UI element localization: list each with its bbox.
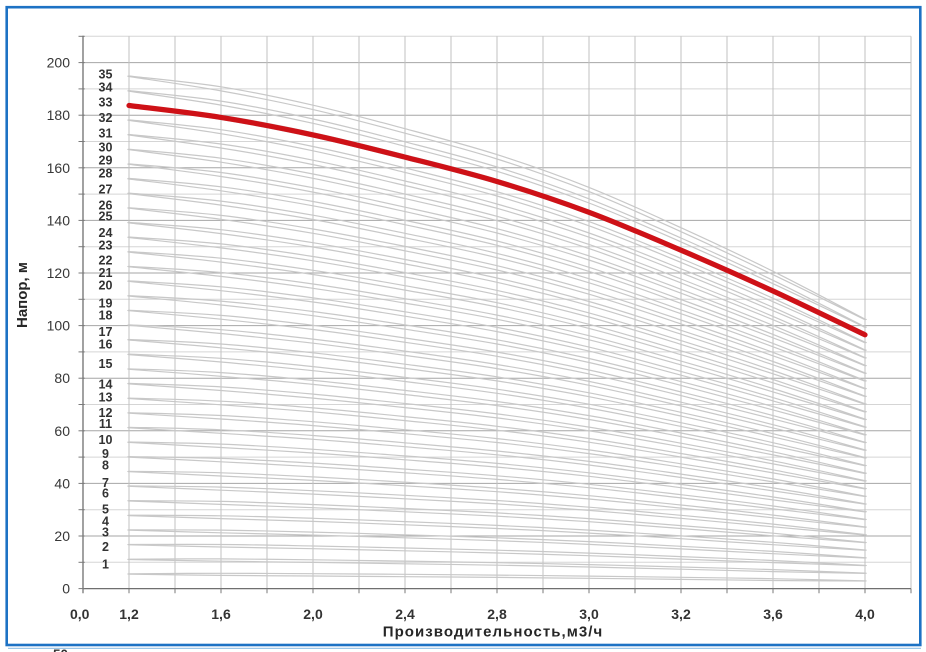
svg-text:200: 200 — [47, 55, 71, 71]
svg-text:2,4: 2,4 — [395, 606, 415, 622]
svg-text:0: 0 — [62, 581, 70, 597]
svg-text:15: 15 — [99, 357, 113, 371]
svg-text:3,0: 3,0 — [579, 606, 599, 622]
svg-text:120: 120 — [47, 265, 71, 281]
svg-text:30: 30 — [99, 141, 113, 155]
svg-text:17: 17 — [99, 325, 113, 339]
svg-text:Напор, м: Напор, м — [14, 262, 31, 328]
svg-text:12: 12 — [99, 406, 113, 420]
svg-text:3,2: 3,2 — [671, 606, 691, 622]
svg-text:180: 180 — [47, 107, 71, 123]
svg-text:13: 13 — [99, 391, 113, 405]
svg-text:24: 24 — [99, 226, 113, 240]
svg-text:21: 21 — [99, 266, 113, 280]
svg-text:28: 28 — [99, 167, 113, 181]
svg-text:1,6: 1,6 — [211, 606, 231, 622]
svg-text:140: 140 — [47, 212, 71, 228]
svg-text:33: 33 — [99, 96, 113, 110]
svg-text:1: 1 — [102, 558, 109, 572]
svg-text:10: 10 — [99, 433, 113, 447]
svg-text:34: 34 — [99, 80, 113, 94]
svg-text:11: 11 — [99, 417, 112, 431]
svg-text:31: 31 — [99, 126, 113, 140]
svg-text:9: 9 — [102, 447, 109, 461]
svg-text:40: 40 — [54, 475, 70, 491]
svg-text:100: 100 — [47, 318, 71, 334]
svg-text:1,2: 1,2 — [119, 606, 139, 622]
svg-text:160: 160 — [47, 160, 71, 176]
svg-text:23: 23 — [99, 239, 113, 253]
svg-text:18: 18 — [99, 309, 113, 323]
svg-text:Производительность,м3/ч: Производительность,м3/ч — [383, 623, 604, 640]
svg-text:80: 80 — [54, 370, 70, 386]
svg-text:20: 20 — [54, 528, 70, 544]
svg-text:20: 20 — [99, 279, 113, 293]
svg-text:0,0: 0,0 — [70, 606, 90, 622]
svg-text:2,0: 2,0 — [303, 606, 323, 622]
svg-text:35: 35 — [99, 68, 113, 82]
svg-text:32: 32 — [99, 111, 113, 125]
svg-text:14: 14 — [99, 377, 113, 391]
svg-text:26: 26 — [99, 199, 113, 213]
svg-text:3: 3 — [102, 526, 109, 540]
svg-text:4: 4 — [102, 515, 109, 529]
svg-text:19: 19 — [99, 297, 113, 311]
svg-text:3,6: 3,6 — [763, 606, 783, 622]
svg-text:8: 8 — [102, 458, 109, 472]
svg-text:6: 6 — [102, 487, 109, 501]
svg-text:60: 60 — [54, 423, 70, 439]
svg-text:2: 2 — [102, 540, 109, 554]
svg-text:4,0: 4,0 — [855, 606, 875, 622]
svg-text:5: 5 — [102, 503, 109, 517]
svg-text:16: 16 — [99, 338, 113, 352]
svg-text:2,8: 2,8 — [487, 606, 507, 622]
svg-text:29: 29 — [99, 154, 113, 168]
svg-text:25: 25 — [99, 210, 113, 224]
svg-text:27: 27 — [99, 183, 113, 197]
svg-text:22: 22 — [99, 254, 113, 268]
svg-text:7: 7 — [102, 476, 109, 490]
svg-text:50: 50 — [53, 647, 68, 652]
